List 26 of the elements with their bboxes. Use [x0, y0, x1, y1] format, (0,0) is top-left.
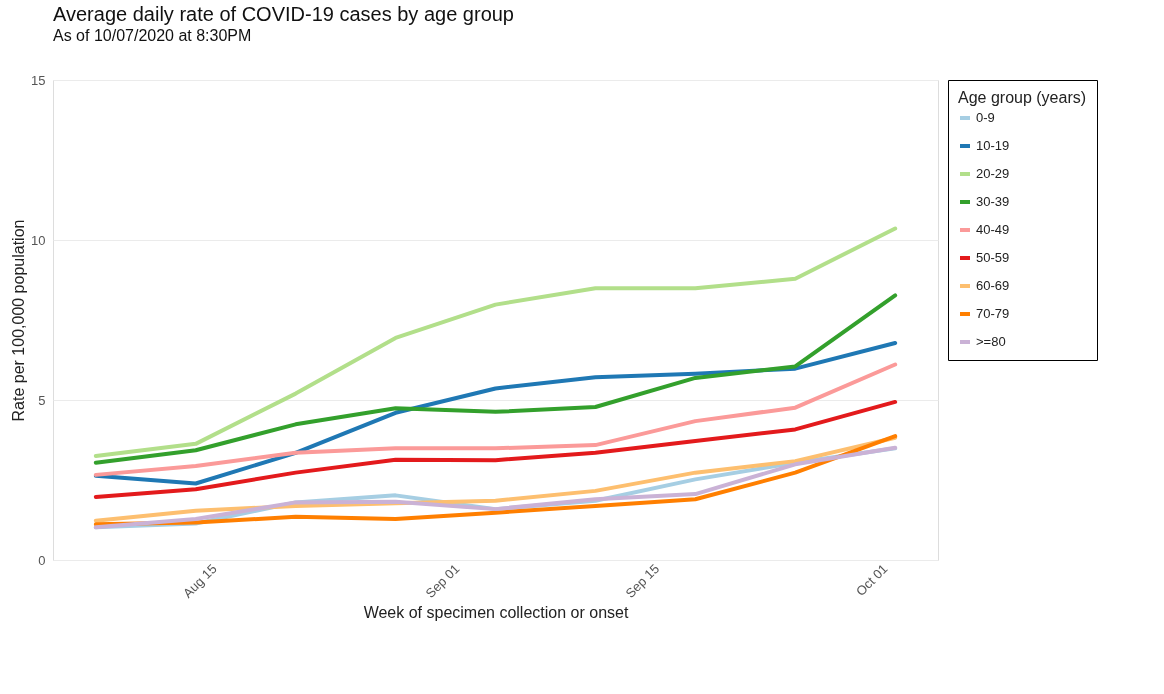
legend-label: >=80 — [976, 334, 1006, 349]
y-tick-label: 5 — [38, 392, 46, 408]
legend-label: 60-69 — [976, 278, 1010, 293]
y-tick-label: 0 — [38, 552, 46, 568]
legend-label: 30-39 — [976, 194, 1010, 209]
y-tick-label: 10 — [31, 232, 46, 248]
chart-subtitle: As of 10/07/2020 at 8:30PM — [53, 27, 252, 44]
line-series — [93, 399, 898, 499]
legend-label: 70-79 — [976, 306, 1010, 321]
legend-label: 20-29 — [976, 166, 1010, 181]
legend-label: 10-19 — [976, 138, 1010, 153]
legend-title: Age group (years) — [958, 89, 1087, 106]
legend-label: 0-9 — [976, 110, 995, 125]
x-axis-title: Week of specimen collection or onset — [363, 603, 629, 621]
line-series — [93, 362, 898, 477]
y-axis-title: Rate per 100,000 population — [10, 219, 28, 422]
line-series — [93, 293, 898, 465]
legend-label: 40-49 — [976, 222, 1010, 237]
x-tick-label: Aug 15 — [179, 561, 220, 601]
x-tick-label: Sep 01 — [422, 561, 463, 601]
chart-title: Average daily rate of COVID-19 cases by age group — [53, 3, 514, 25]
line-series — [93, 226, 898, 458]
y-tick-label: 15 — [31, 72, 46, 88]
x-tick-label: Sep 15 — [622, 561, 663, 601]
legend-label: 50-59 — [976, 250, 1010, 265]
x-tick-label: Oct 01 — [852, 561, 891, 599]
